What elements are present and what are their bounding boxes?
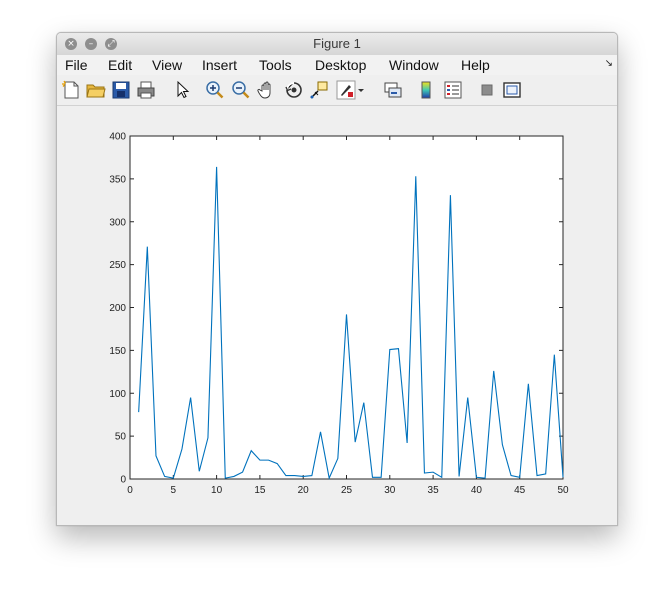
figure-window: × – ⤢ Figure 1 File Edit View Insert Too… — [56, 32, 618, 526]
brush-icon[interactable] — [335, 79, 357, 101]
x-tick-label: 30 — [384, 485, 396, 496]
hide-tools-icon[interactable] — [476, 79, 498, 101]
y-tick-label: 300 — [109, 217, 126, 228]
plot-area: 0 5 10 15 20 25 30 35 40 45 50 0 50 100 150 200 250 300 35… — [57, 106, 617, 525]
show-tools-icon[interactable] — [501, 79, 523, 101]
x-tick-label: 50 — [557, 485, 569, 496]
x-tick-label: 0 — [127, 485, 133, 496]
x-tick-label: 20 — [298, 485, 310, 496]
y-tick-label: 400 — [109, 132, 126, 143]
colorbar-icon[interactable] — [415, 79, 437, 101]
x-tick-label: 25 — [341, 485, 353, 496]
y-tick-label: 150 — [109, 346, 126, 357]
x-tick-label: 5 — [171, 485, 177, 496]
y-tick-label: 0 — [120, 475, 126, 486]
dock-arrow-icon[interactable]: ↘ — [604, 58, 613, 69]
menu-desktop[interactable]: Desktop — [315, 57, 367, 73]
zoom-in-icon[interactable] — [204, 79, 226, 101]
title-bar[interactable]: × – ⤢ Figure 1 — [57, 33, 617, 56]
menu-view[interactable]: View — [152, 57, 183, 73]
menu-tools[interactable]: Tools — [259, 57, 292, 73]
x-tick-label: 45 — [514, 485, 526, 496]
zoom-icon[interactable]: ⤢ — [105, 38, 117, 50]
menu-insert[interactable]: Insert — [202, 57, 238, 73]
toolbar — [57, 75, 617, 106]
x-tick-label: 10 — [211, 485, 223, 496]
minimize-icon[interactable]: – — [85, 38, 97, 50]
brush-dropdown-icon[interactable] — [356, 79, 366, 101]
line-chart[interactable]: 0 5 10 15 20 25 30 35 40 45 50 0 50 100 150 200 250 300 35… — [57, 106, 617, 525]
new-figure-icon[interactable] — [60, 79, 82, 101]
y-tick-label: 50 — [115, 432, 127, 443]
print-icon[interactable] — [135, 79, 157, 101]
y-tick-label: 100 — [109, 389, 126, 400]
axes-background — [129, 135, 564, 480]
rotate-3d-icon[interactable] — [283, 79, 305, 101]
menu-bar: File Edit View Insert Tools Desktop Wind… — [57, 55, 617, 75]
y-tick-label: 250 — [109, 260, 126, 271]
menu-file[interactable]: File — [65, 57, 88, 73]
x-tick-label: 15 — [254, 485, 266, 496]
y-tick-label: 200 — [109, 303, 126, 314]
save-icon[interactable] — [110, 79, 132, 101]
x-tick-label: 40 — [471, 485, 483, 496]
y-tick-label: 350 — [109, 174, 126, 185]
x-tick-label: 35 — [428, 485, 440, 496]
menu-edit[interactable]: Edit — [108, 57, 133, 73]
open-file-icon[interactable] — [85, 79, 107, 101]
link-plot-icon[interactable] — [382, 79, 404, 101]
pointer-icon[interactable] — [170, 79, 192, 101]
pan-icon[interactable] — [256, 79, 278, 101]
legend-icon[interactable] — [442, 79, 464, 101]
data-cursor-icon[interactable] — [308, 79, 330, 101]
close-icon[interactable]: × — [65, 38, 77, 50]
menu-window[interactable]: Window — [389, 57, 439, 73]
menu-help[interactable]: Help — [461, 57, 490, 73]
window-title: Figure 1 — [313, 36, 361, 51]
zoom-out-icon[interactable] — [230, 79, 252, 101]
series-line — [138, 166, 564, 480]
